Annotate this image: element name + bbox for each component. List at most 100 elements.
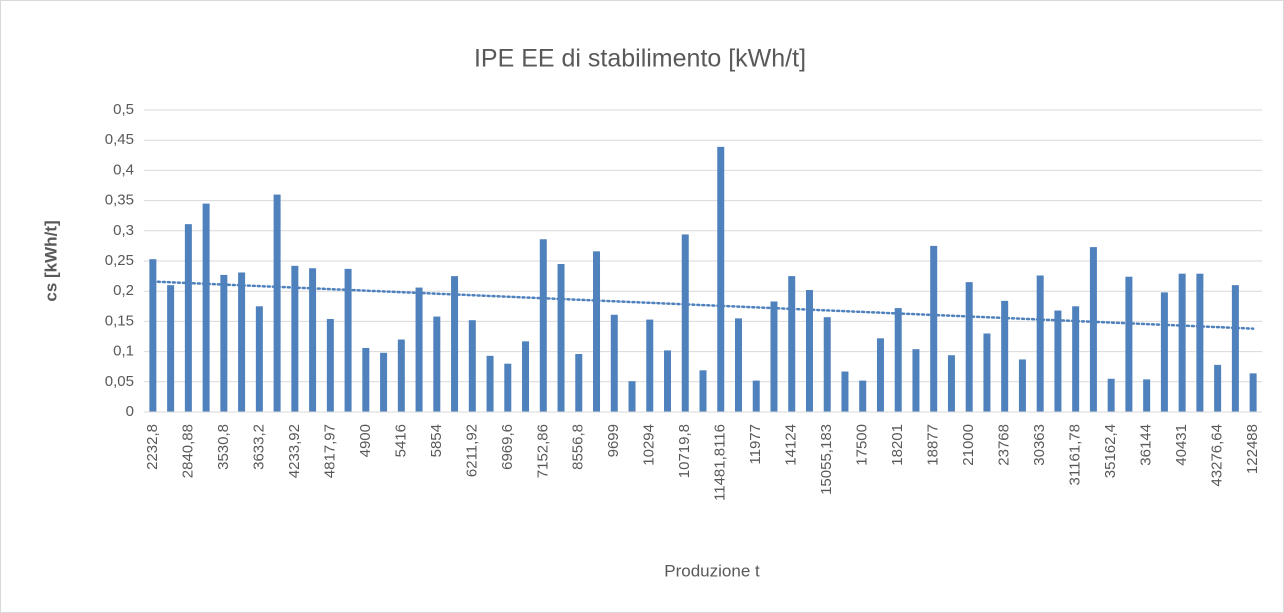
bar — [273, 194, 281, 412]
y-tick-label: 0,45 — [105, 131, 134, 148]
x-tick-label: 6969,6 — [499, 424, 516, 470]
y-tick-label: 0,3 — [113, 222, 134, 239]
trendline — [151, 280, 1255, 330]
x-tick-label: 31161,78 — [1067, 424, 1084, 485]
bar — [1036, 275, 1044, 412]
y-tick-label: 0,05 — [105, 373, 134, 390]
bar — [1072, 306, 1080, 412]
x-tick-label: 21000 — [960, 424, 977, 466]
bar — [326, 318, 334, 412]
bar — [504, 363, 512, 412]
bar — [1214, 364, 1222, 412]
bar — [1143, 379, 1151, 412]
x-tick-label: 9699 — [605, 424, 622, 457]
x-tick-label: 3530,8 — [215, 424, 232, 470]
y-tick-label: 0,15 — [105, 312, 134, 329]
x-tick-label: 30363 — [1031, 424, 1048, 466]
bar — [575, 354, 583, 412]
bar — [1178, 273, 1186, 412]
bar — [593, 251, 601, 412]
x-tick-label: 2840,88 — [179, 424, 196, 478]
x-tick-label: 122488 — [1244, 424, 1261, 474]
bar — [628, 381, 636, 412]
x-tick-label: 7152,86 — [534, 424, 551, 478]
bar — [859, 380, 867, 412]
bar — [291, 265, 299, 412]
bar — [717, 146, 725, 412]
y-tick-label: 0,2 — [113, 282, 134, 299]
bar — [255, 306, 263, 412]
bar — [486, 355, 494, 412]
x-tick-label: 43276,64 — [1209, 424, 1226, 487]
chart-title: IPE EE di stabilimento [kWh/t] — [474, 45, 806, 73]
bar — [894, 308, 902, 412]
bar — [823, 317, 831, 412]
y-tick-label: 0,25 — [105, 252, 134, 269]
bar — [770, 301, 778, 412]
bar — [397, 339, 405, 412]
bar — [664, 350, 672, 412]
bar — [220, 274, 228, 412]
bar — [681, 234, 689, 412]
bar — [912, 349, 920, 412]
y-tick-label: 0,35 — [105, 192, 134, 209]
bar — [522, 341, 530, 412]
x-tick-label: 40431 — [1173, 424, 1190, 466]
bar — [468, 320, 476, 412]
x-tick-label: 2232,8 — [144, 424, 161, 470]
x-tick-label: 5416 — [392, 424, 409, 457]
y-axis-title: cs [kWh/t] — [41, 220, 60, 301]
bar — [734, 318, 742, 412]
bar — [805, 289, 813, 412]
bar — [1001, 300, 1009, 412]
bar — [1196, 273, 1204, 412]
bar — [983, 333, 991, 412]
bar — [1249, 373, 1257, 412]
x-tick-label: 10294 — [641, 424, 658, 466]
bar — [930, 245, 938, 412]
bar — [451, 276, 459, 412]
y-tick-label: 0 — [126, 403, 134, 420]
x-tick-label: 4900 — [357, 424, 374, 457]
bar — [557, 264, 565, 412]
bar — [699, 370, 707, 412]
bar — [610, 314, 618, 412]
bar — [876, 338, 884, 412]
bar — [380, 352, 388, 412]
x-tick-label: 23768 — [996, 424, 1013, 466]
x-tick-label: 4233,92 — [286, 424, 303, 478]
bar — [646, 319, 654, 412]
y-tick-label: 0,5 — [113, 101, 134, 118]
bar — [947, 355, 955, 412]
bar — [1231, 285, 1239, 412]
bar — [309, 268, 317, 412]
bar — [752, 380, 760, 412]
bar — [1018, 359, 1026, 412]
x-axis-title: Produzione t — [664, 561, 760, 580]
x-tick-label: 8556,8 — [570, 424, 587, 470]
bar — [167, 285, 175, 412]
x-tick-label: 14124 — [783, 424, 800, 466]
bar — [1160, 292, 1168, 412]
bar — [149, 259, 157, 412]
x-tick-label: 18201 — [889, 424, 906, 466]
bar — [184, 224, 192, 412]
bar — [788, 276, 796, 412]
bar — [1107, 378, 1115, 412]
bar — [965, 282, 973, 412]
bar — [1089, 247, 1097, 412]
x-tick-label: 35162,4 — [1102, 424, 1119, 478]
bar — [841, 371, 849, 412]
bar — [202, 203, 210, 412]
bar — [539, 239, 547, 412]
x-tick-label: 11977 — [747, 424, 764, 465]
bar — [1125, 276, 1133, 412]
x-tick-label: 17500 — [854, 424, 871, 466]
bar — [362, 347, 370, 412]
x-tick-label: 18877 — [925, 424, 942, 466]
x-tick-label: 36144 — [1138, 424, 1155, 466]
x-tick-label: 15055,183 — [818, 424, 835, 495]
bar — [415, 287, 423, 412]
